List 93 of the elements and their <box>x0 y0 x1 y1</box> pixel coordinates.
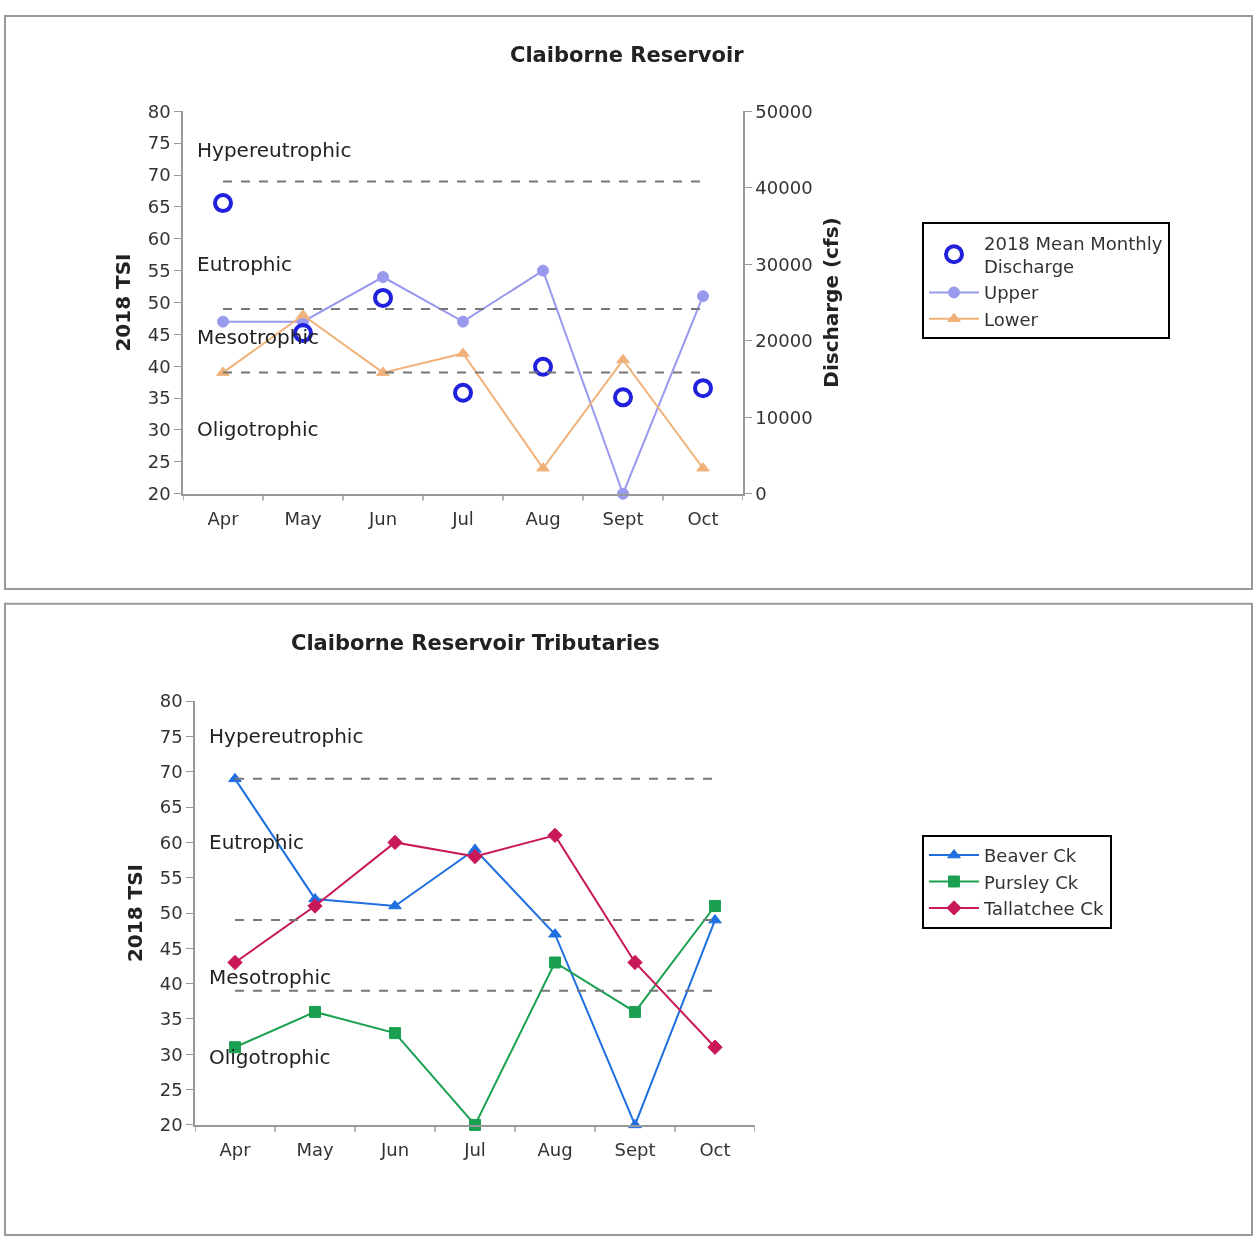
y-tick-label: 20 <box>147 483 171 505</box>
point <box>388 899 402 910</box>
legend-label: Pursley Ck <box>984 871 1079 893</box>
annotation: Hypereutrophic <box>209 724 364 748</box>
point <box>693 378 713 399</box>
y-tick-label: 70 <box>159 761 183 783</box>
point <box>537 264 549 277</box>
y-tick-label: 75 <box>147 132 171 154</box>
point <box>213 193 233 214</box>
x-tick-label: Aug <box>537 1139 573 1161</box>
x-tick-label: Jul <box>451 508 474 530</box>
y-tick-label: 80 <box>159 690 183 712</box>
point <box>387 834 403 851</box>
point <box>547 827 563 844</box>
y-tick-label: 50 <box>159 902 183 924</box>
y2-axis-title: Discharge (cfs) <box>818 217 843 388</box>
point <box>709 899 721 912</box>
y2-tick-label: 0 <box>755 483 767 505</box>
point <box>697 290 709 303</box>
point <box>536 462 550 472</box>
point <box>548 928 562 938</box>
legend-label: Upper <box>984 282 1040 304</box>
legend-label: 2018 Mean Monthly Discharge <box>984 232 1163 277</box>
y-tick-label: 80 <box>147 100 171 122</box>
point <box>217 315 229 328</box>
x-tick-label: Jun <box>367 508 398 530</box>
x-tick-label: Apr <box>207 508 240 530</box>
point <box>708 914 722 924</box>
y2-tick-label: 10000 <box>755 406 813 428</box>
legend-label: Tallatchee Ck <box>983 897 1104 919</box>
y-tick-label: 45 <box>147 323 171 345</box>
point <box>707 1039 723 1055</box>
y-tick-label: 55 <box>147 259 171 281</box>
y-tick-label: 35 <box>147 387 171 409</box>
point <box>629 1005 641 1018</box>
point <box>309 1005 321 1018</box>
y-axis-title: 2018 TSI <box>122 863 147 963</box>
y-tick-label: 30 <box>159 1043 183 1065</box>
y2-tick-label: 30000 <box>755 253 813 275</box>
y-tick-label: 55 <box>159 867 183 889</box>
y-tick-label: 50 <box>147 291 171 313</box>
annotation: Mesotrophic <box>209 965 332 989</box>
point <box>453 382 473 403</box>
x-tick-label: Oct <box>687 508 719 530</box>
x-tick-label: Apr <box>219 1139 252 1161</box>
annotation: Oligotrophic <box>197 417 319 441</box>
y-tick-label: 60 <box>147 228 171 250</box>
point <box>549 956 561 969</box>
y-tick-label: 25 <box>159 1078 183 1100</box>
chart-title: Claiborne Reservoir <box>510 43 745 67</box>
legend-label: Beaver Ck <box>984 845 1077 867</box>
point <box>307 898 323 914</box>
x-tick-label: Jul <box>463 1139 486 1161</box>
x-tick-label: May <box>296 1139 334 1161</box>
y2-tick-label: 20000 <box>755 330 813 352</box>
y-tick-label: 60 <box>159 831 183 853</box>
chart-title: Claiborne Reservoir Tributaries <box>291 631 660 655</box>
y-tick-label: 65 <box>147 196 171 218</box>
x-tick-label: Aug <box>525 508 561 530</box>
y-tick-label: 40 <box>159 972 183 994</box>
point <box>456 347 470 357</box>
point <box>389 1027 401 1040</box>
point <box>616 353 630 364</box>
point <box>296 309 310 319</box>
point <box>377 271 389 284</box>
y2-tick-label: 40000 <box>755 177 813 199</box>
x-tick-label: Jun <box>379 1139 410 1161</box>
y-axis-title: 2018 TSI <box>110 253 135 352</box>
y-tick-label: 20 <box>159 1114 183 1136</box>
y-tick-label: 25 <box>147 451 171 473</box>
legend-label: Lower <box>984 308 1039 330</box>
y-tick-label: 35 <box>159 1008 183 1030</box>
x-tick-label: Sept <box>602 508 644 530</box>
point <box>457 315 469 328</box>
y-tick-label: 70 <box>147 164 171 186</box>
point <box>373 287 393 308</box>
point <box>613 387 633 408</box>
y2-tick-label: 50000 <box>755 100 813 122</box>
annotation: Oligotrophic <box>209 1045 331 1069</box>
x-tick-label: Oct <box>699 1139 731 1161</box>
point <box>467 848 483 865</box>
point <box>533 356 553 377</box>
annotation: Hypereutrophic <box>197 138 352 162</box>
y-tick-label: 65 <box>159 796 183 818</box>
y-tick-label: 30 <box>147 419 171 441</box>
y-tick-label: 75 <box>159 725 183 747</box>
y-tick-label: 45 <box>159 937 183 959</box>
x-tick-label: May <box>284 508 322 530</box>
y-tick-label: 40 <box>147 355 171 377</box>
annotation: Eutrophic <box>197 252 293 276</box>
point <box>696 462 710 472</box>
x-tick-label: Sept <box>614 1139 656 1161</box>
point <box>627 954 643 971</box>
